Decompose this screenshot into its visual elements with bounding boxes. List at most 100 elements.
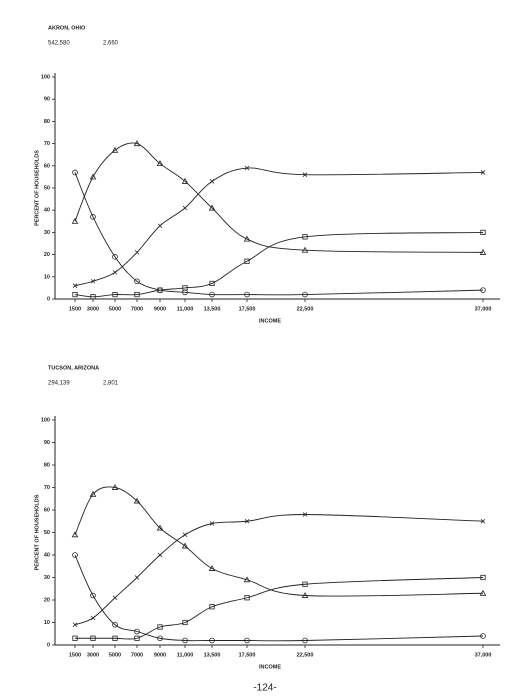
marker-circle <box>182 637 188 644</box>
series-line <box>74 514 484 626</box>
marker-square <box>302 234 308 240</box>
marker-triangle <box>111 146 119 153</box>
marker-x <box>72 283 78 288</box>
y-axis-label: PERCENT OF HOUSEHOLDS <box>34 494 40 570</box>
marker-square <box>480 574 486 581</box>
chart-title: TUCSON, ARIZONA <box>48 365 99 371</box>
marker-triangle <box>89 173 97 180</box>
series-line <box>74 577 484 640</box>
marker-square <box>480 229 486 235</box>
x-tick-label: 3000 <box>87 652 99 658</box>
x-tick-label: 37,000 <box>475 652 492 658</box>
y-tick-label: 80 <box>44 119 50 125</box>
marker-triangle <box>301 592 309 598</box>
x-tick-label: 22,500 <box>297 652 314 658</box>
marker-square <box>134 291 140 298</box>
marker-circle <box>244 291 250 298</box>
marker-x <box>480 518 486 524</box>
annotation: 542,580 <box>48 41 70 47</box>
marker-square <box>182 619 188 626</box>
y-tick-label: 40 <box>44 208 50 214</box>
marker-circle <box>157 635 163 642</box>
y-tick-label: 20 <box>44 252 50 258</box>
annotation: 2,660 <box>103 41 119 47</box>
page-number: -124- <box>253 683 276 694</box>
marker-square <box>244 595 250 601</box>
marker-circle <box>480 287 486 293</box>
x-tick-label: 3000 <box>87 306 99 312</box>
marker-triangle <box>133 497 141 504</box>
marker-circle <box>480 633 486 639</box>
marker-circle <box>209 637 215 644</box>
y-tick-label: 50 <box>44 530 50 536</box>
marker-x <box>134 575 140 580</box>
x-tick-label: 1500 <box>69 652 81 658</box>
marker-x <box>302 172 308 177</box>
annotation: 2,801 <box>103 381 119 387</box>
series-line <box>74 554 484 642</box>
marker-circle <box>90 214 96 220</box>
marker-circle <box>134 628 140 635</box>
x-tick-label: 11,000 <box>177 652 194 658</box>
y-axis-label: PERCENT OF HOUSEHOLDS <box>34 150 40 226</box>
y-tick-label: 90 <box>44 440 50 446</box>
marker-triangle <box>208 204 216 211</box>
x-tick-label: 11,000 <box>177 306 194 312</box>
x-tick-label: 37,000 <box>475 306 492 312</box>
y-tick-label: 50 <box>44 185 50 191</box>
marker-triangle <box>89 490 97 497</box>
y-tick-label: 30 <box>44 575 50 581</box>
x-tick-label: 5000 <box>109 306 121 312</box>
marker-triangle <box>133 140 141 147</box>
y-tick-label: 20 <box>44 597 50 603</box>
x-tick-label: 13,500 <box>204 306 221 312</box>
marker-circle <box>244 637 250 644</box>
marker-x <box>182 205 188 211</box>
series-line <box>74 486 484 597</box>
marker-x <box>480 170 486 175</box>
marker-square <box>134 635 140 641</box>
marker-triangle <box>71 217 79 224</box>
marker-square <box>90 294 96 300</box>
marker-x <box>209 521 215 526</box>
marker-triangle <box>208 565 216 571</box>
marker-triangle <box>181 542 189 549</box>
marker-square <box>209 604 215 610</box>
marker-x <box>244 518 250 524</box>
x-tick-label: 17,500 <box>239 306 256 312</box>
marker-square <box>302 581 308 587</box>
y-tick-label: 0 <box>47 642 50 648</box>
marker-circle <box>302 291 308 298</box>
y-tick-label: 10 <box>44 274 50 280</box>
marker-triangle <box>181 177 189 184</box>
marker-square <box>157 624 163 630</box>
marker-triangle <box>301 246 309 253</box>
series-line <box>74 142 484 253</box>
marker-x <box>209 179 215 184</box>
x-axis-label: INCOME <box>259 664 281 670</box>
marker-triangle <box>243 576 251 583</box>
y-tick-label: 70 <box>44 485 50 491</box>
marker-circle <box>90 592 96 599</box>
y-tick-label: 80 <box>44 462 50 468</box>
marker-x <box>302 512 308 517</box>
y-tick-label: 0 <box>47 296 50 302</box>
x-tick-label: 13,500 <box>204 652 221 658</box>
marker-triangle <box>156 160 164 167</box>
marker-x <box>157 223 163 229</box>
chart-title: AKRON, OHIO <box>48 25 86 31</box>
y-tick-label: 90 <box>44 97 50 103</box>
marker-square <box>72 291 78 298</box>
x-tick-label: 7000 <box>131 306 143 312</box>
marker-triangle <box>156 524 164 531</box>
y-tick-label: 60 <box>44 163 50 169</box>
marker-square <box>244 258 250 264</box>
marker-triangle <box>479 248 487 255</box>
x-tick-label: 7000 <box>131 652 143 658</box>
x-tick-label: 22,500 <box>297 306 314 312</box>
x-tick-label: 9000 <box>154 652 166 658</box>
marker-x <box>90 615 96 621</box>
y-tick-label: 10 <box>44 620 50 626</box>
marker-square <box>209 280 215 287</box>
y-tick-label: 30 <box>44 230 50 236</box>
